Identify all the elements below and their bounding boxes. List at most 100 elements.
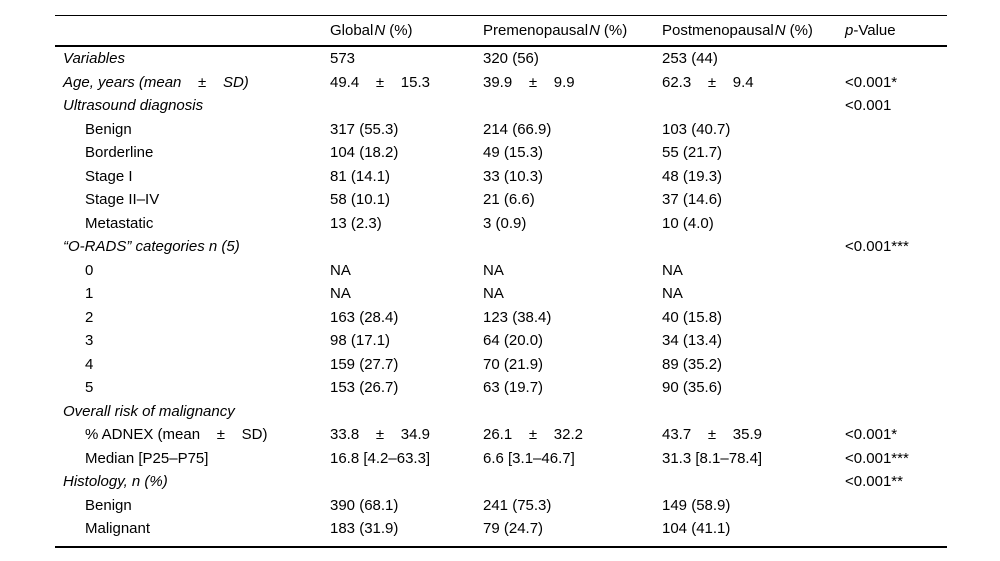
cell-postmenopausal bbox=[654, 94, 837, 118]
cell-premenopausal: 70 (21.9) bbox=[483, 355, 544, 373]
cell-pvalue: <0.001** bbox=[845, 473, 903, 490]
cell-postmenopausal: 253 (44) bbox=[662, 50, 718, 67]
cell-premenopausal: 214 (66.9) bbox=[483, 120, 552, 138]
cell-global bbox=[322, 400, 475, 424]
cell-pvalue: <0.001*** bbox=[845, 449, 909, 467]
row-us-benign: Benign 317 (55.3) 214 (66.9) 103 (40.7) bbox=[55, 118, 947, 142]
cell-postmenopausal: 103 (40.7) bbox=[662, 120, 731, 138]
col-header-premenopausal-n: N bbox=[589, 22, 600, 39]
cell-global: NA bbox=[330, 285, 351, 302]
cell-global bbox=[322, 235, 475, 259]
cell-premenopausal: 123 (38.4) bbox=[483, 308, 552, 326]
cell-postmenopausal: 62.3 ± 9.4 bbox=[662, 73, 754, 91]
row-adnex: % ADNEX (mean ± SD) 33.8 ± 34.9 26.1 ± 32.… bbox=[55, 423, 947, 447]
cell-premenopausal: 63 (19.7) bbox=[483, 379, 544, 396]
row-hist-malignant: Malignant 183 (31.9) 79 (24.7) 104 (41.1) bbox=[55, 517, 947, 547]
row-label: 0 bbox=[85, 261, 94, 279]
row-age: Age, years (mean ± SD) 49.4 ± 15.3 39.9 ± … bbox=[55, 71, 947, 95]
cell-postmenopausal bbox=[654, 400, 837, 424]
row-label: Stage I bbox=[85, 167, 133, 185]
row-label: % ADNEX (mean ± SD) bbox=[85, 426, 268, 443]
row-label: 1 bbox=[85, 285, 94, 302]
row-histology: Histology, n (%) <0.001** bbox=[55, 470, 947, 494]
col-header-variables bbox=[55, 16, 322, 47]
cell-global: 573 bbox=[330, 50, 356, 67]
cell-premenopausal: 64 (20.0) bbox=[483, 332, 544, 349]
cell-pvalue: <0.001* bbox=[845, 73, 898, 91]
cell-postmenopausal: 10 (4.0) bbox=[662, 214, 714, 232]
row-label: 4 bbox=[85, 355, 94, 373]
col-header-postmenopausal-n: N bbox=[774, 22, 786, 39]
cell-premenopausal bbox=[475, 470, 654, 494]
cell-premenopausal: 49 (15.3) bbox=[483, 144, 544, 161]
row-label: Histology, n (%) bbox=[63, 473, 168, 490]
cell-pvalue: <0.001*** bbox=[845, 238, 909, 255]
col-header-global-pct: (%) bbox=[389, 22, 413, 39]
row-us-stage-i: Stage I 81 (14.1) 33 (10.3) 48 (19.3) bbox=[55, 165, 947, 189]
cell-global: 33.8 ± 34.9 bbox=[330, 426, 430, 443]
row-label: Age, years (mean ± SD) bbox=[63, 73, 249, 91]
row-label: Median [P25–P75] bbox=[85, 449, 209, 467]
cell-global: 49.4 ± 15.3 bbox=[330, 73, 430, 91]
row-hist-benign: Benign 390 (68.1) 241 (75.3) 149 (58.9) bbox=[55, 494, 947, 518]
row-median: Median [P25–P75] 16.8 [4.2–63.3] 6.6 [3.1–… bbox=[55, 447, 947, 471]
cell-pvalue bbox=[837, 259, 947, 283]
cell-postmenopausal: 37 (14.6) bbox=[662, 191, 723, 208]
cell-postmenopausal: 48 (19.3) bbox=[662, 167, 723, 185]
col-header-postmenopausal-pct: (%) bbox=[789, 22, 813, 39]
col-header-pvalue-rest: -Value bbox=[853, 22, 896, 39]
cell-global: 183 (31.9) bbox=[330, 520, 399, 537]
cell-pvalue bbox=[837, 517, 947, 547]
row-overall-risk: Overall risk of malignancy bbox=[55, 400, 947, 424]
cell-global: 98 (17.1) bbox=[330, 332, 391, 349]
row-orads-1: 1 NA NA NA bbox=[55, 282, 947, 306]
row-label: Borderline bbox=[85, 144, 154, 161]
cell-pvalue bbox=[837, 494, 947, 518]
cell-premenopausal: NA bbox=[483, 285, 504, 302]
cell-premenopausal: 39.9 ± 9.9 bbox=[483, 73, 575, 91]
cell-postmenopausal: 43.7 ± 35.9 bbox=[662, 426, 762, 443]
cell-pvalue: <0.001* bbox=[845, 426, 898, 443]
cell-premenopausal: 3 (0.9) bbox=[483, 214, 527, 232]
row-orads-2: 2 163 (28.4) 123 (38.4) 40 (15.8) bbox=[55, 306, 947, 330]
row-label: 5 bbox=[85, 379, 94, 396]
cell-postmenopausal: 149 (58.9) bbox=[662, 496, 731, 514]
cell-premenopausal: 79 (24.7) bbox=[483, 520, 544, 537]
cell-postmenopausal: 55 (21.7) bbox=[662, 144, 723, 161]
cell-postmenopausal: 40 (15.8) bbox=[662, 308, 723, 326]
col-header-premenopausal-pct: (%) bbox=[603, 22, 628, 39]
cell-pvalue bbox=[837, 400, 947, 424]
cell-postmenopausal: 34 (13.4) bbox=[662, 332, 723, 349]
cell-global: 153 (26.7) bbox=[330, 379, 399, 396]
cell-premenopausal bbox=[475, 94, 654, 118]
row-orads-4: 4 159 (27.7) 70 (21.9) 89 (35.2) bbox=[55, 353, 947, 377]
cell-postmenopausal: 90 (35.6) bbox=[662, 379, 723, 396]
row-label: 3 bbox=[85, 332, 94, 349]
col-header-global-text: Global bbox=[330, 22, 374, 39]
cell-global: 58 (10.1) bbox=[330, 191, 391, 208]
cell-global: 159 (27.7) bbox=[330, 355, 399, 373]
col-header-premenopausal: PremenopausalN (%) bbox=[475, 16, 654, 47]
col-header-pvalue-p: p bbox=[845, 22, 854, 39]
cell-premenopausal bbox=[475, 235, 654, 259]
cell-global: 104 (18.2) bbox=[330, 144, 399, 161]
cell-global: 81 (14.1) bbox=[330, 167, 391, 185]
cell-premenopausal: 241 (75.3) bbox=[483, 496, 552, 514]
row-us-borderline: Borderline 104 (18.2) 49 (15.3) 55 (21.7) bbox=[55, 141, 947, 165]
cell-global: NA bbox=[330, 261, 351, 279]
row-label: Stage II–IV bbox=[85, 191, 160, 208]
cell-pvalue bbox=[837, 118, 947, 142]
row-label: Overall risk of malignancy bbox=[63, 402, 235, 420]
cell-premenopausal: 6.6 [3.1–46.7] bbox=[483, 449, 575, 467]
row-label: Variables bbox=[63, 50, 125, 67]
cell-postmenopausal bbox=[654, 235, 837, 259]
cell-pvalue bbox=[837, 188, 947, 212]
row-us-stage-ii-iv: Stage II–IV 58 (10.1) 21 (6.6) 37 (14.6) bbox=[55, 188, 947, 212]
cell-premenopausal: 320 (56) bbox=[483, 50, 539, 67]
cell-pvalue bbox=[837, 329, 947, 353]
row-ultrasound-diagnosis: Ultrasound diagnosis <0.001 bbox=[55, 94, 947, 118]
cell-premenopausal: NA bbox=[483, 261, 504, 279]
cell-pvalue: <0.001 bbox=[845, 97, 892, 114]
cell-premenopausal: 33 (10.3) bbox=[483, 167, 544, 185]
